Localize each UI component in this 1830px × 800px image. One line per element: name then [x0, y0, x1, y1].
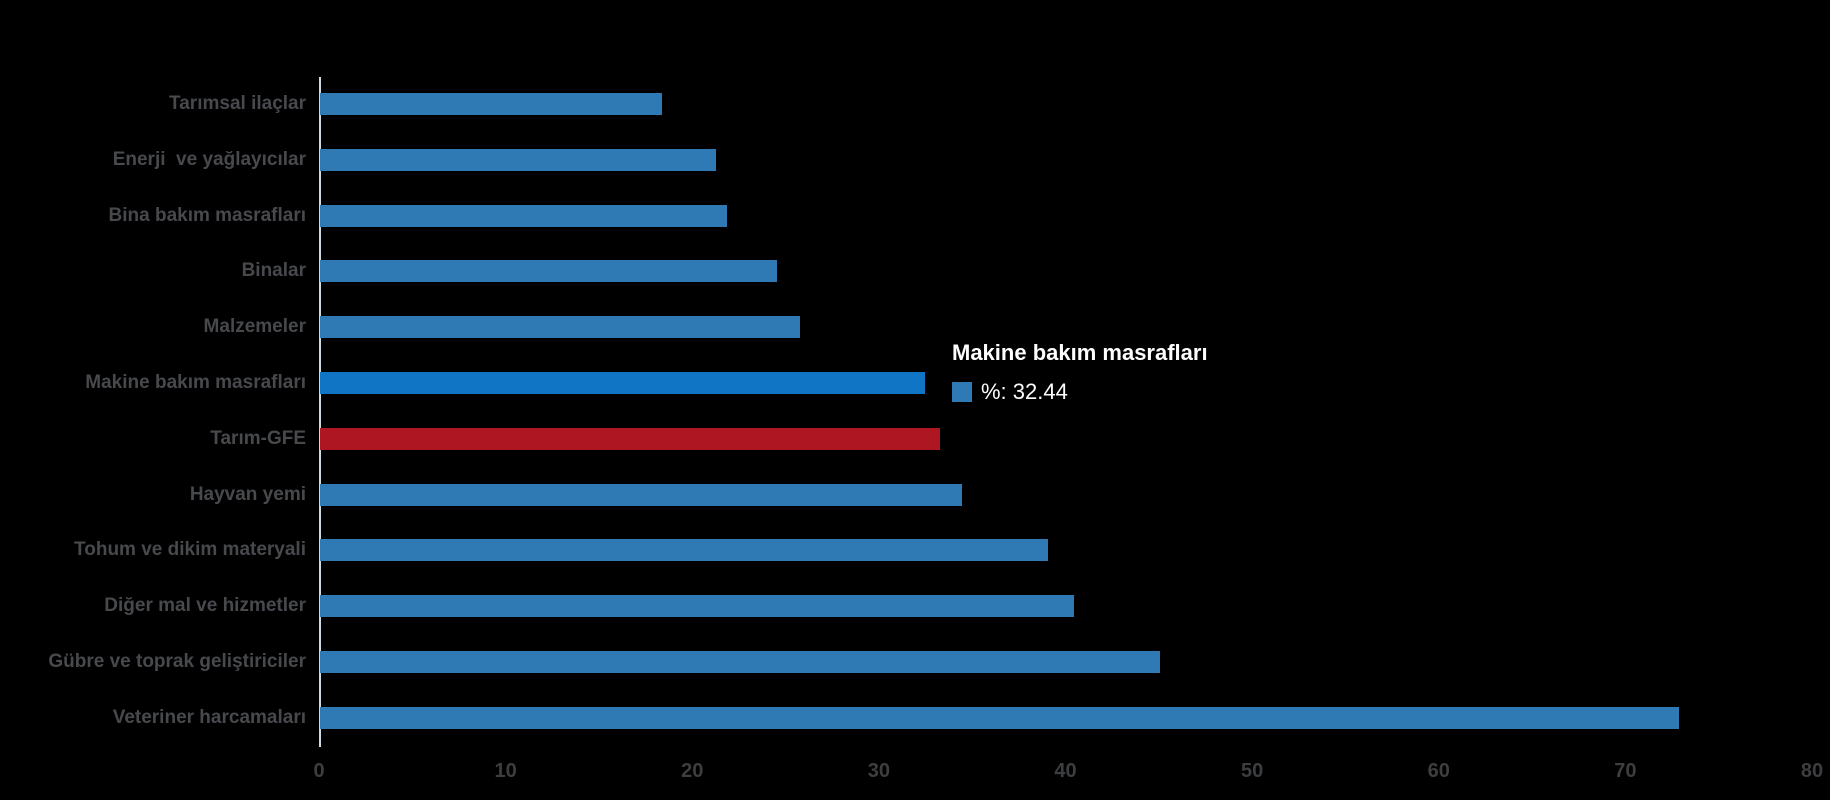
bar[interactable]	[320, 539, 1048, 562]
x-tick-label: 50	[1241, 760, 1264, 782]
category-label: Binalar	[241, 260, 306, 282]
x-tick-label: 30	[867, 760, 890, 782]
category-label: Malzemeler	[203, 316, 306, 338]
tooltip-value-row: %: 32.44	[952, 379, 1208, 405]
tooltip-value: %: 32.44	[981, 379, 1068, 404]
category-label: Diğer mal ve hizmetler	[104, 595, 306, 617]
category-label: Tarımsal ilaçlar	[169, 93, 306, 114]
bar[interactable]	[320, 651, 1160, 673]
x-tick-label: 80	[1800, 760, 1824, 782]
bar[interactable]	[320, 372, 925, 394]
tooltip: Makine bakım masrafları %: 32.44	[952, 340, 1208, 405]
x-tick-label: 0	[313, 760, 325, 782]
bar[interactable]	[320, 93, 662, 115]
x-tick-label: 70	[1614, 760, 1637, 782]
category-label: Enerji ve yağlayıcılar	[112, 148, 306, 170]
tooltip-title: Makine bakım masrafları	[952, 340, 1208, 365]
x-tick-label: 20	[681, 760, 704, 782]
tooltip-series-swatch	[952, 382, 972, 402]
category-label: Tarım-GFE	[210, 427, 306, 449]
bar[interactable]	[320, 595, 1074, 618]
category-label: Veteriner harcamaları	[112, 706, 306, 728]
bar[interactable]	[320, 148, 716, 171]
category-label: Gübre ve toprak geliştiriciler	[48, 651, 306, 672]
bar[interactable]	[320, 204, 727, 227]
y-axis-line	[319, 77, 321, 747]
category-label: Bina bakım masrafları	[108, 204, 306, 226]
category-label: Makine bakım masrafları	[85, 372, 306, 393]
bar[interactable]	[320, 483, 962, 506]
bar[interactable]	[320, 706, 1679, 729]
category-label: Hayvan yemi	[189, 483, 306, 505]
x-tick-label: 60	[1427, 760, 1450, 782]
x-tick-label: 10	[494, 760, 517, 782]
bar[interactable]	[320, 260, 777, 283]
category-label: Tohum ve dikim materyali	[74, 539, 306, 561]
x-tick-label: 40	[1054, 760, 1077, 782]
bar[interactable]	[320, 427, 940, 450]
bar[interactable]	[320, 316, 800, 339]
